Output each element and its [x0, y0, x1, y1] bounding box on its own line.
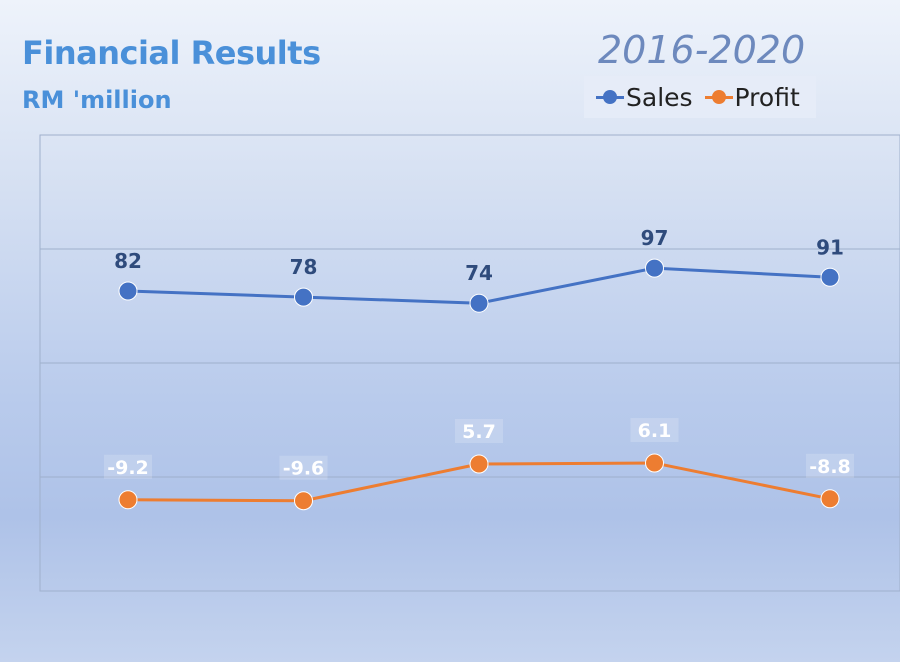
- legend-item-sales: Sales: [596, 83, 693, 112]
- profit-data-label-bg-2: [279, 455, 328, 480]
- profit-data-label-4: 6.1: [638, 420, 672, 442]
- sales-data-label-3: 74: [465, 261, 493, 285]
- profit-point-5: [820, 489, 840, 509]
- sales-point-1: [118, 281, 138, 301]
- sales-data-label-1: 82: [114, 249, 142, 273]
- chart-subtitle: RM 'million: [22, 86, 172, 114]
- profit-data-label-bg-1: [104, 454, 152, 479]
- profit-legend-marker: [704, 90, 733, 104]
- profit-point-1: [118, 490, 138, 510]
- sales-point-5: [820, 267, 840, 287]
- sales-point-4: [645, 258, 664, 278]
- sales-point-3: [469, 293, 489, 313]
- chart-period: 2016-2020: [598, 28, 806, 72]
- legend-item-profit: Profit: [704, 82, 800, 112]
- profit-data-label-bg-5: [806, 453, 854, 478]
- chart-title: Financial Results: [22, 34, 321, 72]
- profit-data-label-3: 5.7: [462, 421, 496, 443]
- legend-label-sales: Sales: [626, 82, 693, 112]
- profit-data-label-5: -8.8: [809, 456, 851, 478]
- profit-point-3: [469, 454, 489, 474]
- legend-label-profit: Profit: [734, 82, 800, 112]
- profit-point-2: [294, 491, 313, 511]
- sales-data-label-5: 91: [816, 235, 844, 259]
- sales-legend-marker: [596, 90, 624, 104]
- profit-data-label-1: -9.2: [107, 457, 149, 479]
- sales-point-2: [294, 287, 313, 307]
- profit-data-label-2: -9.6: [283, 458, 325, 480]
- profit-data-label-bg-3: [455, 419, 503, 443]
- sales-data-label-2: 78: [290, 255, 318, 279]
- chart-legend: Sales Profit: [584, 76, 816, 118]
- sales-data-label-4: 97: [641, 226, 669, 250]
- profit-data-label-bg-4: [630, 418, 679, 443]
- profit-point-4: [645, 453, 664, 473]
